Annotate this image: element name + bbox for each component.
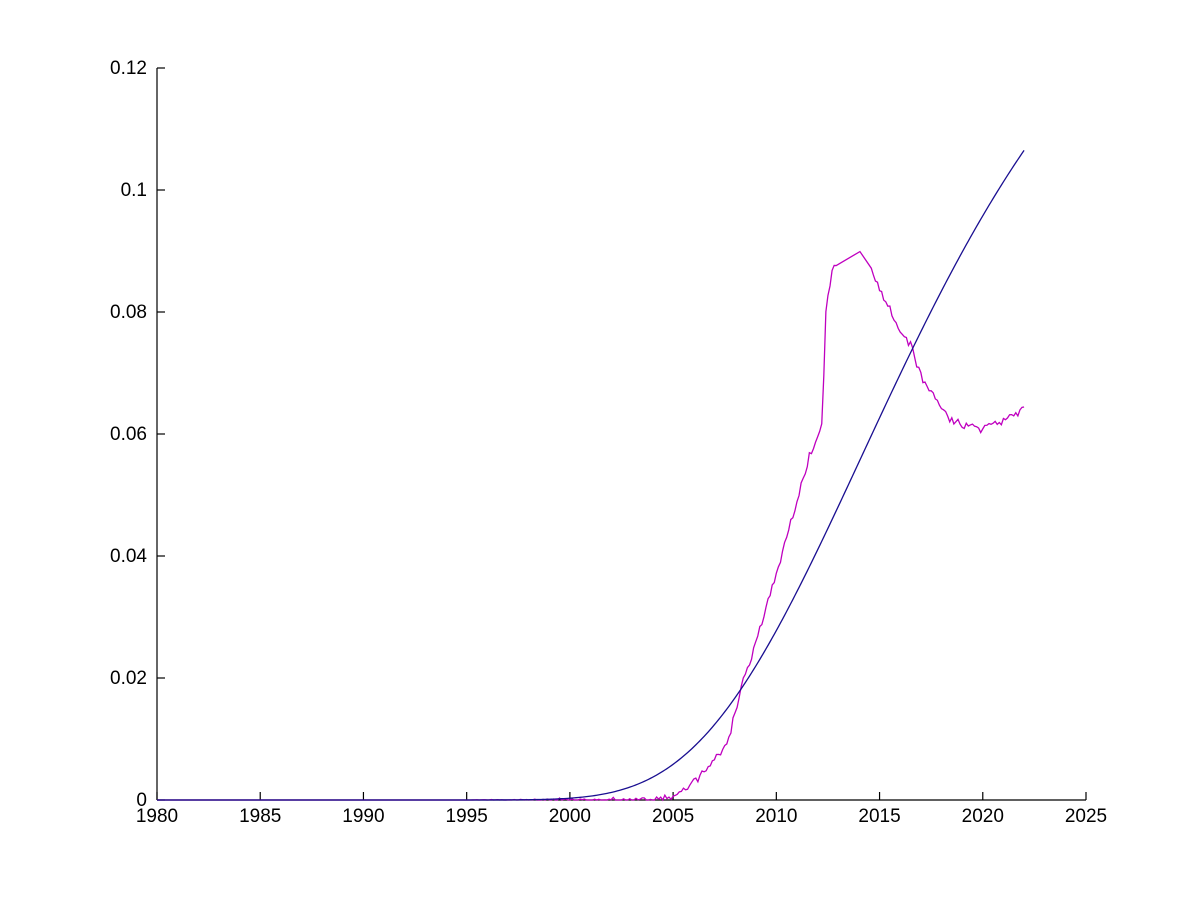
svg-text:0.06: 0.06	[110, 424, 147, 445]
svg-text:2000: 2000	[549, 806, 591, 827]
svg-text:0.02: 0.02	[110, 668, 147, 689]
svg-text:0.08: 0.08	[110, 302, 147, 323]
svg-text:2025: 2025	[1065, 806, 1107, 827]
svg-text:0: 0	[136, 790, 147, 811]
svg-text:0.04: 0.04	[110, 546, 147, 567]
svg-text:2020: 2020	[962, 806, 1004, 827]
svg-text:0.1: 0.1	[121, 180, 147, 201]
svg-text:0.12: 0.12	[110, 58, 147, 79]
svg-text:2010: 2010	[755, 806, 797, 827]
svg-text:2005: 2005	[652, 806, 694, 827]
svg-text:1995: 1995	[446, 806, 488, 827]
svg-text:1985: 1985	[239, 806, 281, 827]
svg-text:2015: 2015	[858, 806, 900, 827]
svg-text:1990: 1990	[342, 806, 384, 827]
